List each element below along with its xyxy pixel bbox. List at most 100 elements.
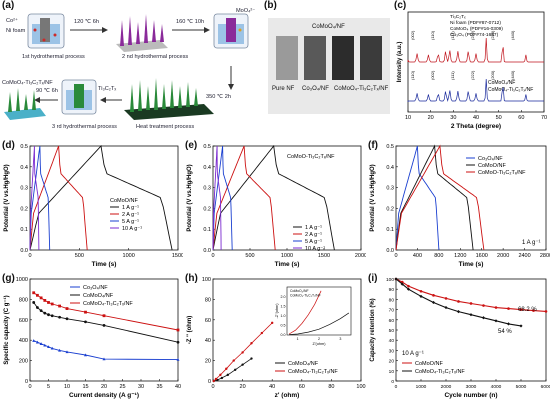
legend-title: CoMoO-Ti₃C₂Tₓ/NF: [287, 154, 335, 160]
panel-e-label: (e): [185, 140, 198, 151]
legend-entry-0: Co₃O₄/NF: [83, 285, 108, 291]
data-point: [176, 340, 180, 344]
data-point: [394, 277, 398, 281]
photo-comoo4-ti3c2: [360, 36, 382, 80]
data-point: [250, 357, 253, 360]
data-point: [260, 331, 264, 335]
step1-label: 1st hydrothermal process: [22, 54, 85, 60]
inset-series-1: [288, 290, 322, 335]
hkl-bottom-4: (200): [490, 70, 495, 80]
x-tick-label: 800: [434, 253, 443, 259]
y-tick-label: 0.1: [20, 227, 28, 233]
legend-entry-1: CoMoO₄/NF: [83, 293, 114, 299]
y-axis-label: Potential (V vs.Hg/HgO): [4, 164, 10, 231]
legend-entry-3: 10 A g⁻¹: [305, 246, 325, 252]
data-point: [47, 313, 50, 317]
series-line-3: [29, 145, 40, 251]
data-point: [43, 311, 47, 315]
data-point: [250, 342, 253, 345]
x-tick-label: 500: [75, 253, 84, 259]
data-point: [241, 351, 244, 354]
inset-y-tick-label: 1.5: [281, 304, 286, 308]
data-point: [219, 373, 222, 377]
x-tick-label: 60: [518, 115, 524, 121]
x-axis-label: Time (s): [92, 261, 117, 268]
data-point: [84, 320, 87, 324]
photo-comoo4: [332, 36, 354, 80]
data-point: [32, 291, 36, 295]
panel-f-label: (f): [368, 140, 378, 151]
hkl-top-1: (110): [430, 30, 435, 40]
panel-h-label: (h): [185, 273, 198, 284]
y-tick-label: 30: [389, 348, 395, 354]
data-point: [176, 328, 180, 332]
inset-x-tick-label: 3: [339, 337, 341, 341]
hkl-top-5: (440): [510, 30, 515, 40]
y-axis-label: Potential (V vs.Hg/HgO): [187, 164, 193, 231]
x-tick-label: 5000: [516, 384, 527, 390]
x-tick-label: 80: [328, 384, 334, 390]
data-point: [65, 350, 69, 354]
x-axis-label: Current density (A g⁻¹): [69, 392, 139, 399]
series-line-2: [212, 145, 233, 251]
x-tick-label: 10: [405, 115, 411, 121]
x-tick-label: 0: [28, 384, 31, 390]
y-tick-label: 0.2: [386, 206, 394, 212]
data-point: [469, 313, 473, 317]
photo-co3o4: [304, 36, 326, 80]
series-line-0: [212, 144, 335, 251]
x-axis-label: Time (s): [459, 261, 484, 268]
data-point: [50, 314, 54, 318]
x-tick-label: 1200: [454, 253, 466, 259]
inset-series-0: [289, 312, 350, 335]
x-axis-label: Time (s): [275, 261, 300, 268]
data-point: [39, 342, 43, 345]
x-tick-label: 100: [356, 384, 365, 390]
step3-label: Heat treatment process: [136, 124, 195, 130]
y-tick-label: 0.0: [203, 248, 211, 254]
photo-label-3: CoMoO₄-Ti₃C₂Tₓ/NF: [334, 86, 389, 92]
inset-y-label: -Z''(ohm): [275, 303, 279, 319]
panel-e-gcd: (e) 0 500 1000 1500 2000 0.0 0.1 0.2 0.3 0.4 0.5 Ti…: [183, 140, 366, 273]
y-tick-label: 600: [19, 318, 28, 324]
x-tick-label: 1000: [416, 384, 427, 390]
y-tick-label: 0.5: [203, 144, 211, 150]
plot-frame: [212, 145, 362, 251]
series-line-3: [212, 145, 222, 251]
photo-label-top: CoMoO₄/NF: [312, 24, 345, 30]
step2-condition: 160 ℃ 10h: [176, 19, 205, 25]
data-point: [444, 297, 448, 300]
x-tick-label: 35: [156, 384, 162, 390]
legend-entry-2: 5 A g⁻¹: [305, 239, 322, 245]
y-tick-label: 70: [389, 308, 395, 314]
y-tick-label: 100: [202, 277, 211, 283]
data-point: [400, 280, 404, 284]
legend-entry-0: 1 A g⁻¹: [305, 225, 322, 231]
inset-y-tick-label: 0.5: [281, 324, 286, 328]
legend-entry-2: 5 A g⁻¹: [122, 219, 139, 225]
photo-pure-nf: [276, 36, 298, 80]
data-point: [482, 304, 485, 307]
hkl-bottom-2: (111): [450, 71, 455, 80]
hkl-bottom-5: (440): [510, 70, 515, 80]
end-label-0: 68.2 %: [518, 307, 537, 313]
legend-top-1: Ni foam (PDF#87-0712): [450, 20, 501, 26]
x-tick-label: 30: [138, 384, 144, 390]
data-point: [47, 345, 50, 349]
x-tick-label: 2000: [441, 384, 452, 390]
x-tick-label: 1000: [281, 253, 293, 259]
hkl-top-4: (220): [490, 30, 495, 40]
step1-condition: 120 ℃ 6h: [74, 19, 99, 25]
y-axis-label: Capacity retention (%): [370, 298, 376, 361]
x-tick-label: 2000: [355, 253, 366, 259]
data-point: [532, 309, 535, 312]
data-point: [212, 379, 215, 383]
data-point: [50, 302, 54, 306]
y-axis-label: Intensity (a.u.): [397, 42, 403, 83]
data-point: [102, 324, 106, 327]
y-tick-label: 60: [389, 318, 395, 324]
step4-label: 3 rd hydrothermal process: [52, 124, 117, 130]
hkl-top-3: (222): [470, 30, 475, 40]
